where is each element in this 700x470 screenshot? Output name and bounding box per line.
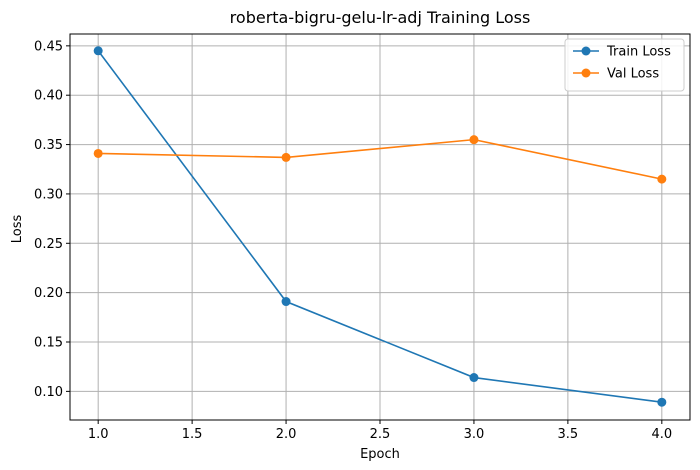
x-tick-label: 2.0 bbox=[276, 427, 297, 442]
x-tick-label: 3.0 bbox=[464, 427, 485, 442]
series-layer bbox=[93, 46, 667, 407]
val-loss-line bbox=[98, 138, 662, 180]
x-tick-label: 3.5 bbox=[558, 427, 579, 442]
legend-box bbox=[564, 38, 685, 92]
grid bbox=[70, 34, 690, 420]
train-loss-point bbox=[281, 297, 291, 307]
val-loss-point bbox=[281, 152, 291, 162]
y-tick-label: 0.25 bbox=[34, 237, 63, 252]
y-tick-label: 0.20 bbox=[34, 286, 63, 301]
x-tick-label: 2.5 bbox=[370, 427, 391, 442]
x-axis-label: Epoch bbox=[360, 447, 400, 462]
y-tick-label: 0.30 bbox=[34, 187, 63, 202]
train-loss-point bbox=[93, 46, 103, 56]
legend: Train Loss Val Loss bbox=[564, 38, 685, 92]
chart-title: roberta-bigru-gelu-lr-adj Training Loss bbox=[230, 8, 531, 27]
y-tick-label: 0.10 bbox=[34, 385, 63, 400]
axis-ticks: 1.0 1.5 2.0 2.5 3.0 3.5 4.0 0.10 0.15 0.20 0.25 0.3… bbox=[34, 39, 672, 442]
val-loss-point bbox=[469, 135, 479, 145]
train-loss-legend-label: Train Loss bbox=[606, 45, 671, 60]
x-tick-label: 1.5 bbox=[182, 427, 203, 442]
train-loss-legend-marker bbox=[581, 46, 591, 56]
train-loss-point bbox=[657, 397, 667, 407]
y-tick-label: 0.40 bbox=[34, 89, 63, 104]
plot-frame bbox=[69, 33, 691, 421]
val-loss-legend-label: Val Loss bbox=[607, 67, 659, 82]
y-axis-label: Loss bbox=[10, 215, 25, 244]
y-tick-label: 0.15 bbox=[34, 336, 63, 351]
x-tick-label: 1.0 bbox=[88, 427, 109, 442]
y-tick-label: 0.35 bbox=[34, 138, 63, 153]
train-loss-line bbox=[97, 50, 662, 404]
y-tick-label: 0.45 bbox=[34, 39, 63, 54]
val-loss-legend-marker bbox=[581, 68, 591, 78]
train-loss-point bbox=[469, 373, 479, 383]
val-loss-point bbox=[93, 148, 103, 158]
val-loss-point bbox=[657, 174, 667, 184]
x-tick-label: 4.0 bbox=[651, 427, 672, 442]
